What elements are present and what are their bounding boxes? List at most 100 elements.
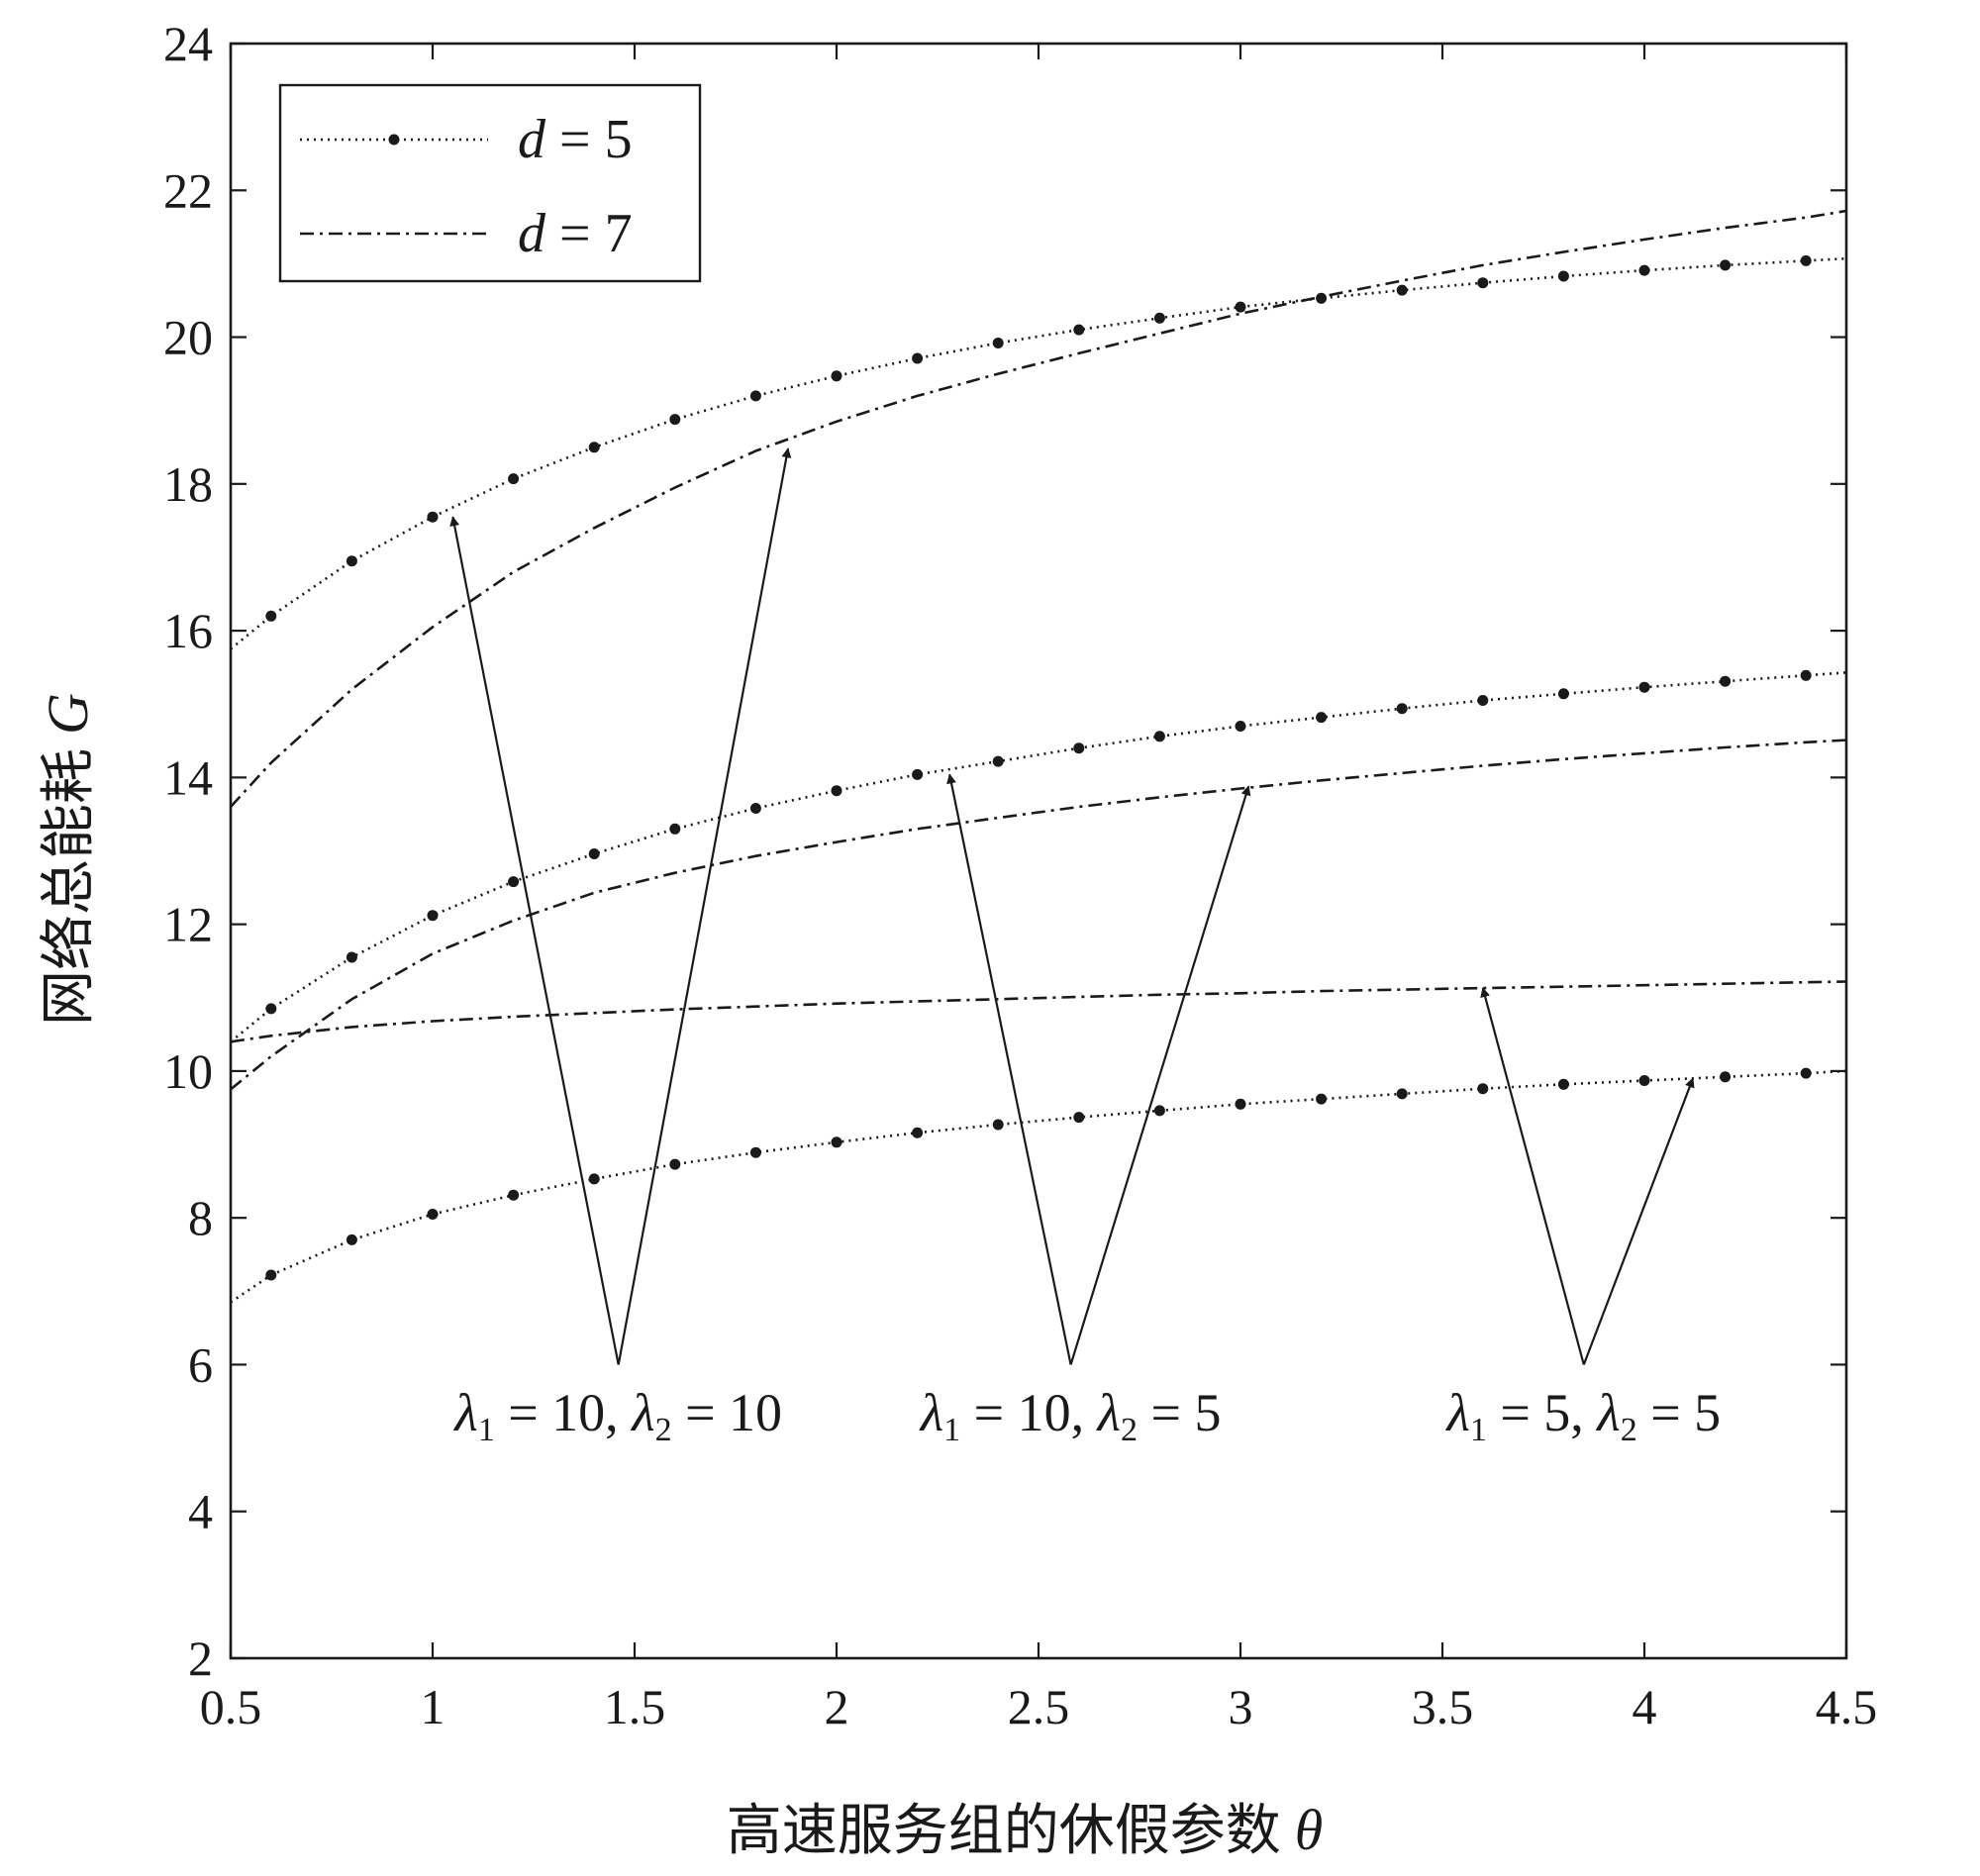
annotations: λ1 = 10, λ2 = 10 λ1 = 10, λ2 = 5 λ1 = 5, λ… xyxy=(449,447,1721,1448)
annotation-label: λ1 = 10, λ2 = 10 xyxy=(452,1383,782,1448)
series-line-4 xyxy=(230,1069,1847,1304)
data-point xyxy=(265,1003,277,1015)
data-point xyxy=(1638,1075,1650,1086)
annotation-label-part: 1 xyxy=(943,1412,960,1448)
x-tick-label: 3 xyxy=(1229,1679,1253,1734)
annotation-arrow xyxy=(946,773,1072,1365)
data-point xyxy=(1638,681,1650,693)
series-line-2 xyxy=(230,671,1847,1043)
annotation-label-part: 2 xyxy=(655,1412,672,1448)
data-point xyxy=(1153,312,1165,324)
data-point xyxy=(1073,1112,1085,1124)
data-point xyxy=(1477,277,1489,289)
y-tick-label: 16 xyxy=(163,603,213,658)
data-point xyxy=(588,848,600,859)
y-axis-label: 网络总能耗G xyxy=(36,693,101,1026)
annotation-label-part: 1 xyxy=(478,1412,495,1448)
data-point xyxy=(1396,1088,1408,1100)
data-point xyxy=(1316,712,1328,724)
data-point xyxy=(992,755,1004,767)
annotation-arrow xyxy=(1582,1077,1695,1365)
x-tick-label: 2.5 xyxy=(1008,1679,1070,1734)
data-point xyxy=(1720,259,1732,271)
y-tick-label: 24 xyxy=(163,16,213,71)
y-tick-label: 4 xyxy=(188,1484,213,1539)
annotation-label-part: = 5 xyxy=(1138,1383,1221,1442)
annotation-label-part: 2 xyxy=(1121,1412,1138,1448)
annotation-label-part: = 10, xyxy=(495,1383,632,1442)
data-point xyxy=(749,803,761,814)
data-point xyxy=(1316,292,1328,304)
data-point xyxy=(588,1173,600,1185)
x-tick-label: 0.5 xyxy=(200,1679,262,1734)
data-point xyxy=(1073,742,1085,754)
series-line-1 xyxy=(230,209,1847,808)
x-tick-label: 1 xyxy=(421,1679,446,1734)
data-point xyxy=(265,1269,277,1281)
x-tick-label: 3.5 xyxy=(1412,1679,1474,1734)
annotation-label-part: λ xyxy=(452,1383,477,1442)
data-point xyxy=(1235,721,1246,732)
y-tick-label: 22 xyxy=(163,162,213,218)
data-point xyxy=(669,1158,681,1170)
y-tick-label: 12 xyxy=(163,897,213,952)
annotation-label-part: = 10, xyxy=(960,1383,1097,1442)
annotation-label-part: 1 xyxy=(1470,1412,1487,1448)
data-point xyxy=(749,390,761,402)
legend-box xyxy=(278,83,702,283)
data-point xyxy=(831,1136,842,1148)
annotation-label: λ1 = 5, λ2 = 5 xyxy=(1444,1383,1721,1448)
annotation-label-part: λ xyxy=(1444,1383,1469,1442)
annotation-arrow xyxy=(1480,987,1585,1365)
y-tick-label: 14 xyxy=(163,749,213,805)
data-point xyxy=(1316,1093,1328,1105)
data-point xyxy=(669,823,681,835)
data-point xyxy=(669,414,681,426)
y-tick-label: 20 xyxy=(163,310,213,365)
axis-labels: 高速服务组的休假参数 θ 网络总能耗G xyxy=(36,693,1323,1863)
data-point xyxy=(346,1234,357,1245)
data-point xyxy=(427,511,439,523)
series-line-3 xyxy=(230,739,1847,1091)
data-point xyxy=(508,1189,520,1201)
annotation-label: λ1 = 10, λ2 = 5 xyxy=(919,1383,1222,1448)
data-point xyxy=(1800,1067,1812,1079)
annotation-label-part: 2 xyxy=(1621,1412,1637,1448)
data-point xyxy=(831,785,842,797)
annotation-arrow xyxy=(1069,785,1251,1365)
data-point xyxy=(1557,688,1569,700)
legend: d = 5 d = 7 xyxy=(278,83,702,283)
annotation-label-part: = 5, xyxy=(1487,1383,1597,1442)
y-tick-label: 6 xyxy=(188,1336,213,1392)
data-point xyxy=(1396,284,1408,296)
data-point xyxy=(1396,703,1408,715)
data-point xyxy=(1073,324,1085,336)
y-tick-label: 2 xyxy=(188,1630,213,1686)
data-point xyxy=(1235,1098,1246,1110)
data-point xyxy=(831,370,842,382)
data-point xyxy=(749,1146,761,1158)
y-tick-label: 10 xyxy=(163,1043,213,1099)
data-point xyxy=(1235,301,1246,313)
data-point xyxy=(427,910,439,922)
data-point xyxy=(1638,264,1650,276)
x-tick-label: 4 xyxy=(1633,1679,1657,1734)
x-tick-label: 4.5 xyxy=(1816,1679,1878,1734)
data-point xyxy=(1557,1078,1569,1090)
legend-marker xyxy=(388,134,400,146)
data-point xyxy=(508,876,520,888)
data-point xyxy=(1800,669,1812,681)
data-point xyxy=(1720,675,1732,687)
data-point xyxy=(992,338,1004,348)
data-point xyxy=(508,473,520,485)
legend-label-0: d = 5 xyxy=(518,109,633,170)
annotation-label-part: λ xyxy=(1595,1383,1620,1442)
legend-label-1: d = 7 xyxy=(518,203,633,264)
annotation-arrow xyxy=(617,447,792,1365)
data-point xyxy=(346,555,357,567)
x-tick-label: 1.5 xyxy=(604,1679,666,1734)
data-point xyxy=(912,768,924,780)
data-point xyxy=(1800,254,1812,266)
